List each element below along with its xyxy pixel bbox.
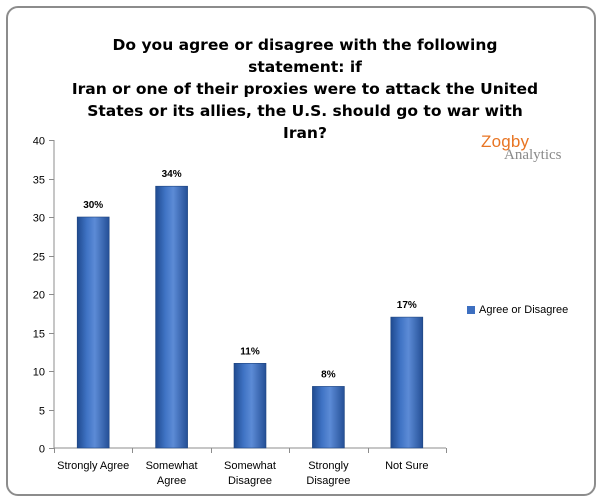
chart-title-line: States or its allies, the U.S. should go… — [87, 102, 523, 142]
bar-value-label: 8% — [321, 369, 336, 380]
x-category-label: Somewhat — [224, 460, 276, 472]
bar-value-label: 30% — [83, 200, 103, 211]
bar-value-label: 34% — [162, 169, 182, 180]
chart-title-line: Do you agree or disagree with the follow… — [112, 36, 498, 76]
zogby-analytics-logo: Zogby Analytics — [480, 132, 590, 172]
bar — [312, 386, 345, 449]
y-tick-label: 5 — [39, 406, 45, 418]
y-tick-label: 25 — [33, 252, 45, 264]
legend-label: Agree or Disagree — [479, 304, 569, 316]
bar-value-label: 11% — [240, 346, 260, 357]
y-tick-label: 20 — [33, 290, 45, 302]
logo-analytics-text: Analytics — [504, 147, 562, 163]
x-category-label: Not Sure — [385, 460, 428, 472]
y-tick-label: 0 — [39, 444, 45, 456]
x-category-label: Agree — [157, 475, 186, 487]
y-tick-label: 15 — [33, 329, 45, 341]
bar — [390, 316, 424, 449]
x-category-label: Strongly Agree — [57, 460, 129, 472]
bar — [76, 216, 110, 449]
y-tick-label: 10 — [33, 367, 45, 379]
x-category-label: Strongly — [308, 460, 349, 472]
bar — [233, 362, 267, 449]
chart-title-line: Iran or one of their proxies were to att… — [71, 80, 539, 98]
y-tick-label: 30 — [33, 213, 45, 225]
bar — [155, 185, 188, 449]
x-category-label: Disagree — [306, 475, 350, 487]
y-tick-label: 40 — [33, 136, 45, 148]
logo-zogby-text: Zogby — [481, 132, 530, 151]
y-tick-label: 35 — [33, 175, 45, 187]
x-category-label: Somewhat — [146, 460, 198, 472]
legend-swatch — [467, 306, 475, 314]
chart-title: Do you agree or disagree with the follow… — [70, 34, 540, 144]
chart-legend: Agree or Disagree — [467, 304, 568, 316]
bar-value-label: 17% — [397, 300, 417, 311]
x-category-label: Disagree — [228, 475, 272, 487]
